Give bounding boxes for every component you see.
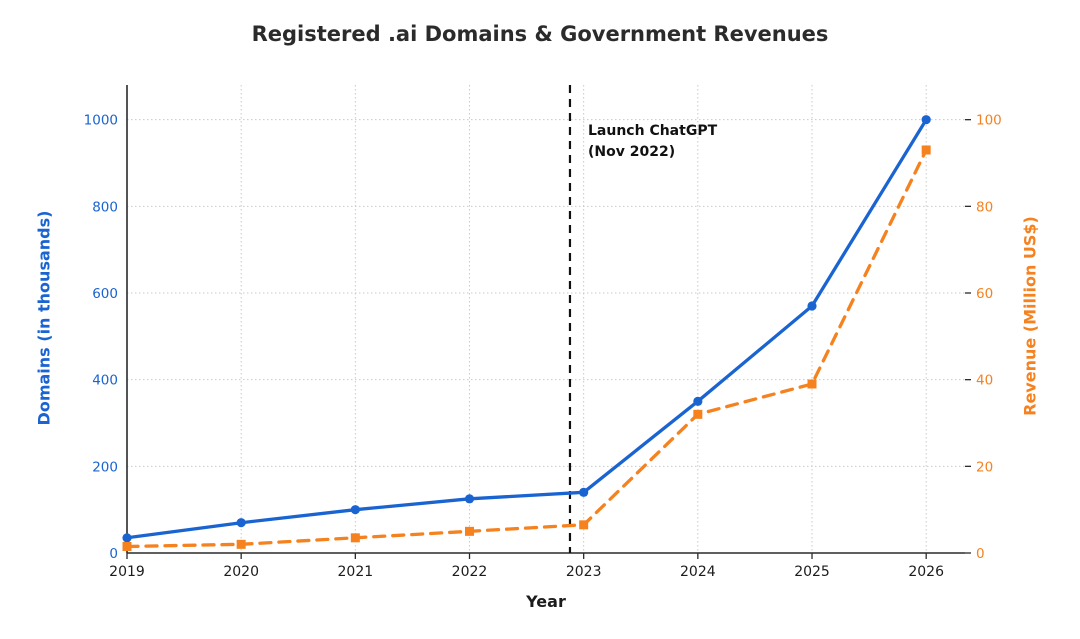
revenue-line (125, 148, 928, 549)
domains-marker (693, 396, 703, 406)
annotation-line-1: Launch ChatGPT (588, 123, 718, 139)
left-tick-label: 1000 (84, 113, 118, 129)
left-tick-label: 600 (92, 286, 118, 302)
annotation-line-2: (Nov 2022) (588, 144, 676, 160)
x-tick-label: 2024 (680, 564, 716, 580)
right-tick-label: 100 (976, 113, 1002, 129)
revenue-marker (236, 539, 246, 549)
x-tick-label: 2026 (908, 564, 944, 580)
left-axis-label: Domains (in thousands) (34, 210, 54, 426)
domains-marker (350, 505, 360, 515)
left-tick-label: 200 (92, 459, 118, 475)
domains-marker (579, 487, 589, 497)
x-axis-label: Year (526, 592, 566, 611)
right-tick-label: 20 (976, 459, 993, 475)
left-tick-label: 0 (109, 546, 118, 562)
chatgpt-launch-annotation: Launch ChatGPT (Nov 2022) (588, 121, 717, 163)
left-tick-label: 800 (92, 199, 118, 215)
right-tick-label: 80 (976, 199, 993, 215)
revenue-marker (693, 409, 703, 419)
chart-title: Registered .ai Domains & Government Reve… (251, 22, 829, 46)
right-axis-label: Revenue (Million US$) (1020, 216, 1040, 416)
revenue-marker (579, 520, 589, 530)
domains-marker (807, 301, 817, 311)
revenue-marker (807, 379, 817, 389)
x-tick-label: 2022 (452, 564, 488, 580)
domains-marker (122, 533, 132, 543)
revenue-marker (921, 145, 931, 155)
right-tick-label: 0 (976, 546, 985, 562)
x-tick-label: 2020 (223, 564, 259, 580)
right-tick-label: 60 (976, 286, 993, 302)
x-tick-label: 2021 (338, 564, 374, 580)
x-tick-label: 2023 (566, 564, 602, 580)
revenue-marker (465, 526, 475, 536)
right-tick-label: 40 (976, 373, 993, 389)
left-tick-label: 400 (92, 373, 118, 389)
domains-line (125, 118, 928, 540)
domains-marker (236, 518, 246, 528)
revenue-marker (350, 533, 360, 543)
x-tick-label: 2019 (109, 564, 145, 580)
revenue-marker (122, 542, 132, 551)
domains-marker (464, 494, 475, 504)
domains-marker (921, 115, 931, 125)
x-tick-label: 2025 (794, 564, 830, 580)
